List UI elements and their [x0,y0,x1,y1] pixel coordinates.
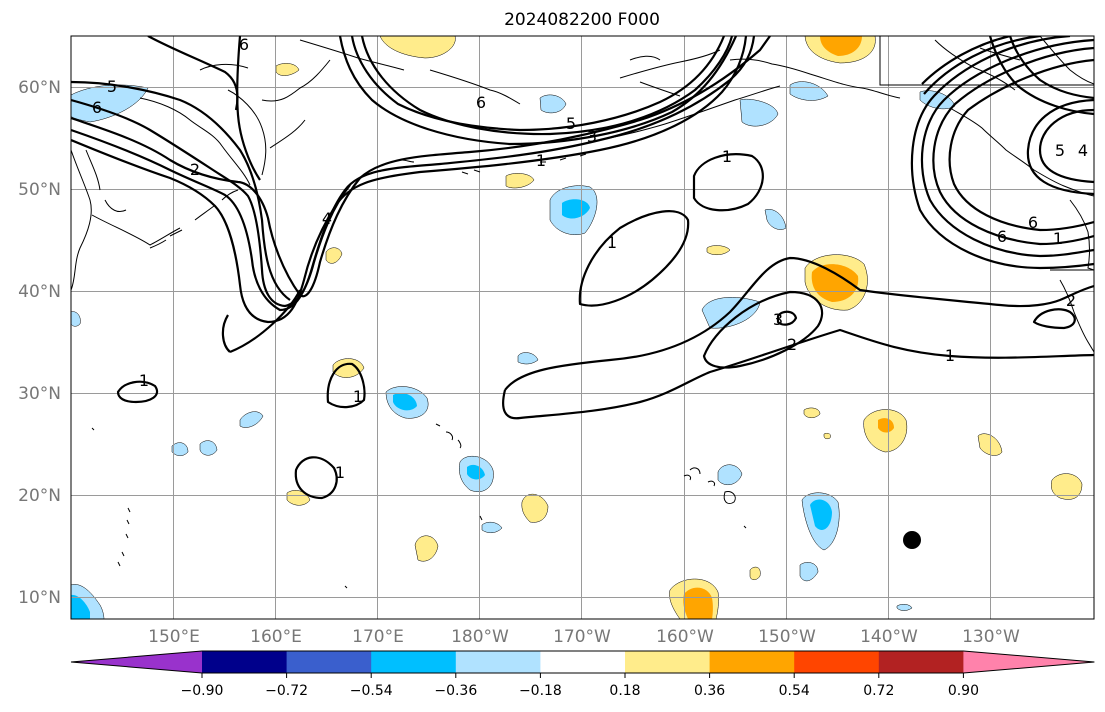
colorbar-tick-label: 0.36 [694,683,725,699]
lat-label: 60°N [18,78,61,98]
lat-label: 40°N [18,282,61,302]
contour-label: 6 [476,93,486,112]
contour-label: 6 [1028,213,1038,232]
map-title: 2024082200 F000 [504,10,660,30]
storm-center-marker [903,531,921,549]
colorbar-tick-label: −0.36 [434,683,477,699]
lon-label: 160°W [656,627,714,647]
contour-label: 5 [566,114,576,133]
colorbar-bin [455,651,541,673]
colorbar-tick-label: 0.18 [609,683,640,699]
colorbar-bin [878,651,964,673]
colorbar-bin [625,651,711,673]
colorbar-tick-label: −0.90 [181,683,224,699]
lat-label: 20°N [18,486,61,506]
colorbar-bin [371,651,457,673]
colorbar-bin [286,651,372,673]
lon-label: 150°W [758,627,816,647]
lon-label: 150°E [148,627,200,647]
lon-label: 170°W [553,627,611,647]
colorbar-bin [794,651,880,673]
lat-label: 50°N [18,180,61,200]
latitude-labels: 60°N 50°N 40°N 30°N 20°N 10°N [18,78,61,608]
contour-label: 1 [353,387,363,406]
contour-label: 3 [773,310,783,329]
contour-label: 1 [607,233,617,252]
contour-label: 1 [139,371,149,390]
contour-label: 2 [190,160,200,179]
contour-label: 5 [1055,141,1065,160]
longitude-labels: 150°E 160°E 170°E 180°W 170°W 160°W 150°… [148,627,1020,647]
lon-label: 130°W [962,627,1020,647]
lon-label: 180°W [451,627,509,647]
contour-label: 6 [239,35,249,54]
contour-label: 3 [587,127,597,146]
contour-label: 6 [92,98,102,117]
lon-label: 170°E [352,627,404,647]
colorbar-tick-label: −0.54 [350,683,393,699]
graticule [71,36,1094,619]
colorbar-tick-label: 0.90 [948,683,979,699]
colorbar-tick-label: 0.54 [779,683,810,699]
contour-label: 2 [1066,291,1076,310]
map-frame [70,35,1095,620]
colorbar: −0.90 −0.72 −0.54 −0.36 −0.18 0.18 0.36 0.54 0.7… [70,650,1095,699]
contour-label: 2 [787,335,797,354]
contour-lines [71,36,1094,500]
contour-label: 5 [107,77,117,96]
colorbar-bin [202,651,288,673]
lat-label: 30°N [18,384,61,404]
colorbar-bin [540,651,626,673]
colorbar-tick-label: −0.18 [519,683,562,699]
contour-label: 4 [1078,141,1088,160]
contour-label: 1 [1053,229,1063,248]
contour-label: 1 [536,151,546,170]
contour-label: 1 [335,463,345,482]
colorbar-tick-label: −0.72 [265,683,308,699]
negative-anomaly-shading [71,81,956,619]
contour-label: 6 [997,227,1007,246]
coastlines [71,36,1094,589]
colorbar-extend-low [71,651,202,673]
contour-label: 1 [722,147,732,166]
lat-label: 10°N [18,588,61,608]
lon-label: 140°W [860,627,918,647]
colorbar-tick-label: 0.72 [863,683,894,699]
colorbar-extend-high [963,651,1095,673]
contour-value-labels: 6 5 6 2 4 6 5 3 1 1 1 3 2 1 1 1 1 5 4 6 … [92,35,1088,482]
lon-label: 160°E [250,627,302,647]
contour-label: 4 [322,209,332,228]
colorbar-bin [709,651,795,673]
contour-label: 1 [945,346,955,365]
